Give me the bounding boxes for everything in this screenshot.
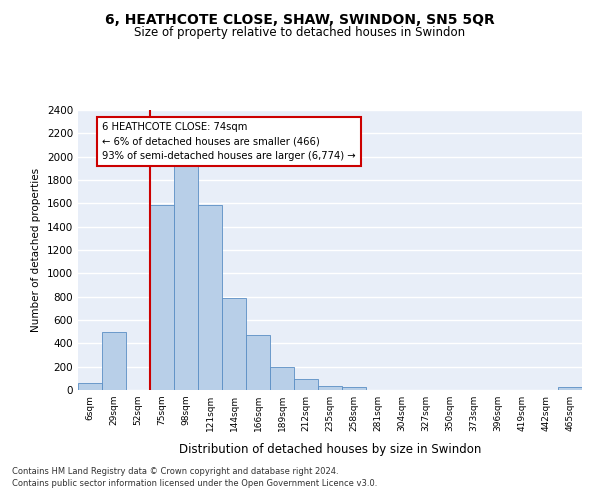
Bar xyxy=(270,366,294,390)
Bar xyxy=(342,386,366,390)
Bar xyxy=(222,298,246,390)
Text: Contains public sector information licensed under the Open Government Licence v3: Contains public sector information licen… xyxy=(12,478,377,488)
Text: Contains HM Land Registry data © Crown copyright and database right 2024.: Contains HM Land Registry data © Crown c… xyxy=(12,468,338,476)
Text: 6 HEATHCOTE CLOSE: 74sqm
← 6% of detached houses are smaller (466)
93% of semi-d: 6 HEATHCOTE CLOSE: 74sqm ← 6% of detache… xyxy=(102,122,356,162)
Bar xyxy=(558,387,582,390)
Bar xyxy=(246,335,270,390)
Text: Distribution of detached houses by size in Swindon: Distribution of detached houses by size … xyxy=(179,442,481,456)
Bar xyxy=(78,383,102,390)
Y-axis label: Number of detached properties: Number of detached properties xyxy=(31,168,41,332)
Bar xyxy=(318,386,342,390)
Bar xyxy=(198,204,222,390)
Text: 6, HEATHCOTE CLOSE, SHAW, SWINDON, SN5 5QR: 6, HEATHCOTE CLOSE, SHAW, SWINDON, SN5 5… xyxy=(105,12,495,26)
Bar xyxy=(150,204,174,390)
Text: Size of property relative to detached houses in Swindon: Size of property relative to detached ho… xyxy=(134,26,466,39)
Bar xyxy=(102,332,126,390)
Bar xyxy=(294,379,318,390)
Bar xyxy=(174,162,198,390)
